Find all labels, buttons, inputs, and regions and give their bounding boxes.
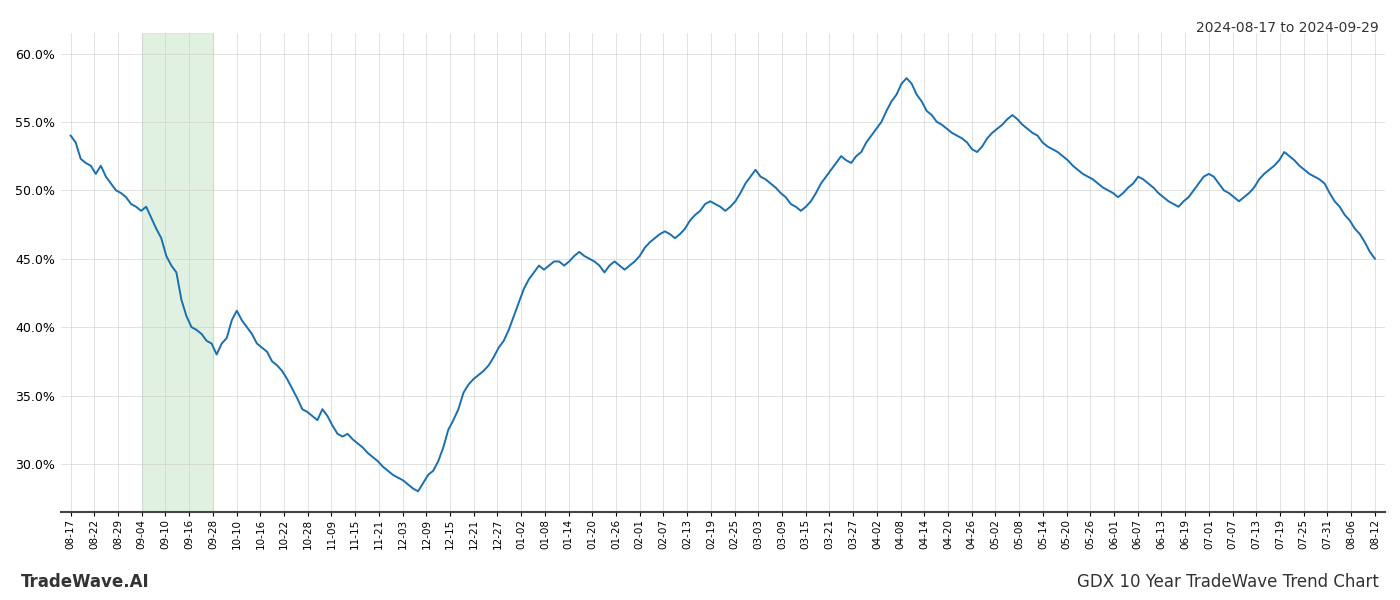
Text: TradeWave.AI: TradeWave.AI [21, 573, 150, 591]
Text: GDX 10 Year TradeWave Trend Chart: GDX 10 Year TradeWave Trend Chart [1077, 573, 1379, 591]
Text: 2024-08-17 to 2024-09-29: 2024-08-17 to 2024-09-29 [1196, 21, 1379, 35]
Bar [141, 33, 213, 512]
